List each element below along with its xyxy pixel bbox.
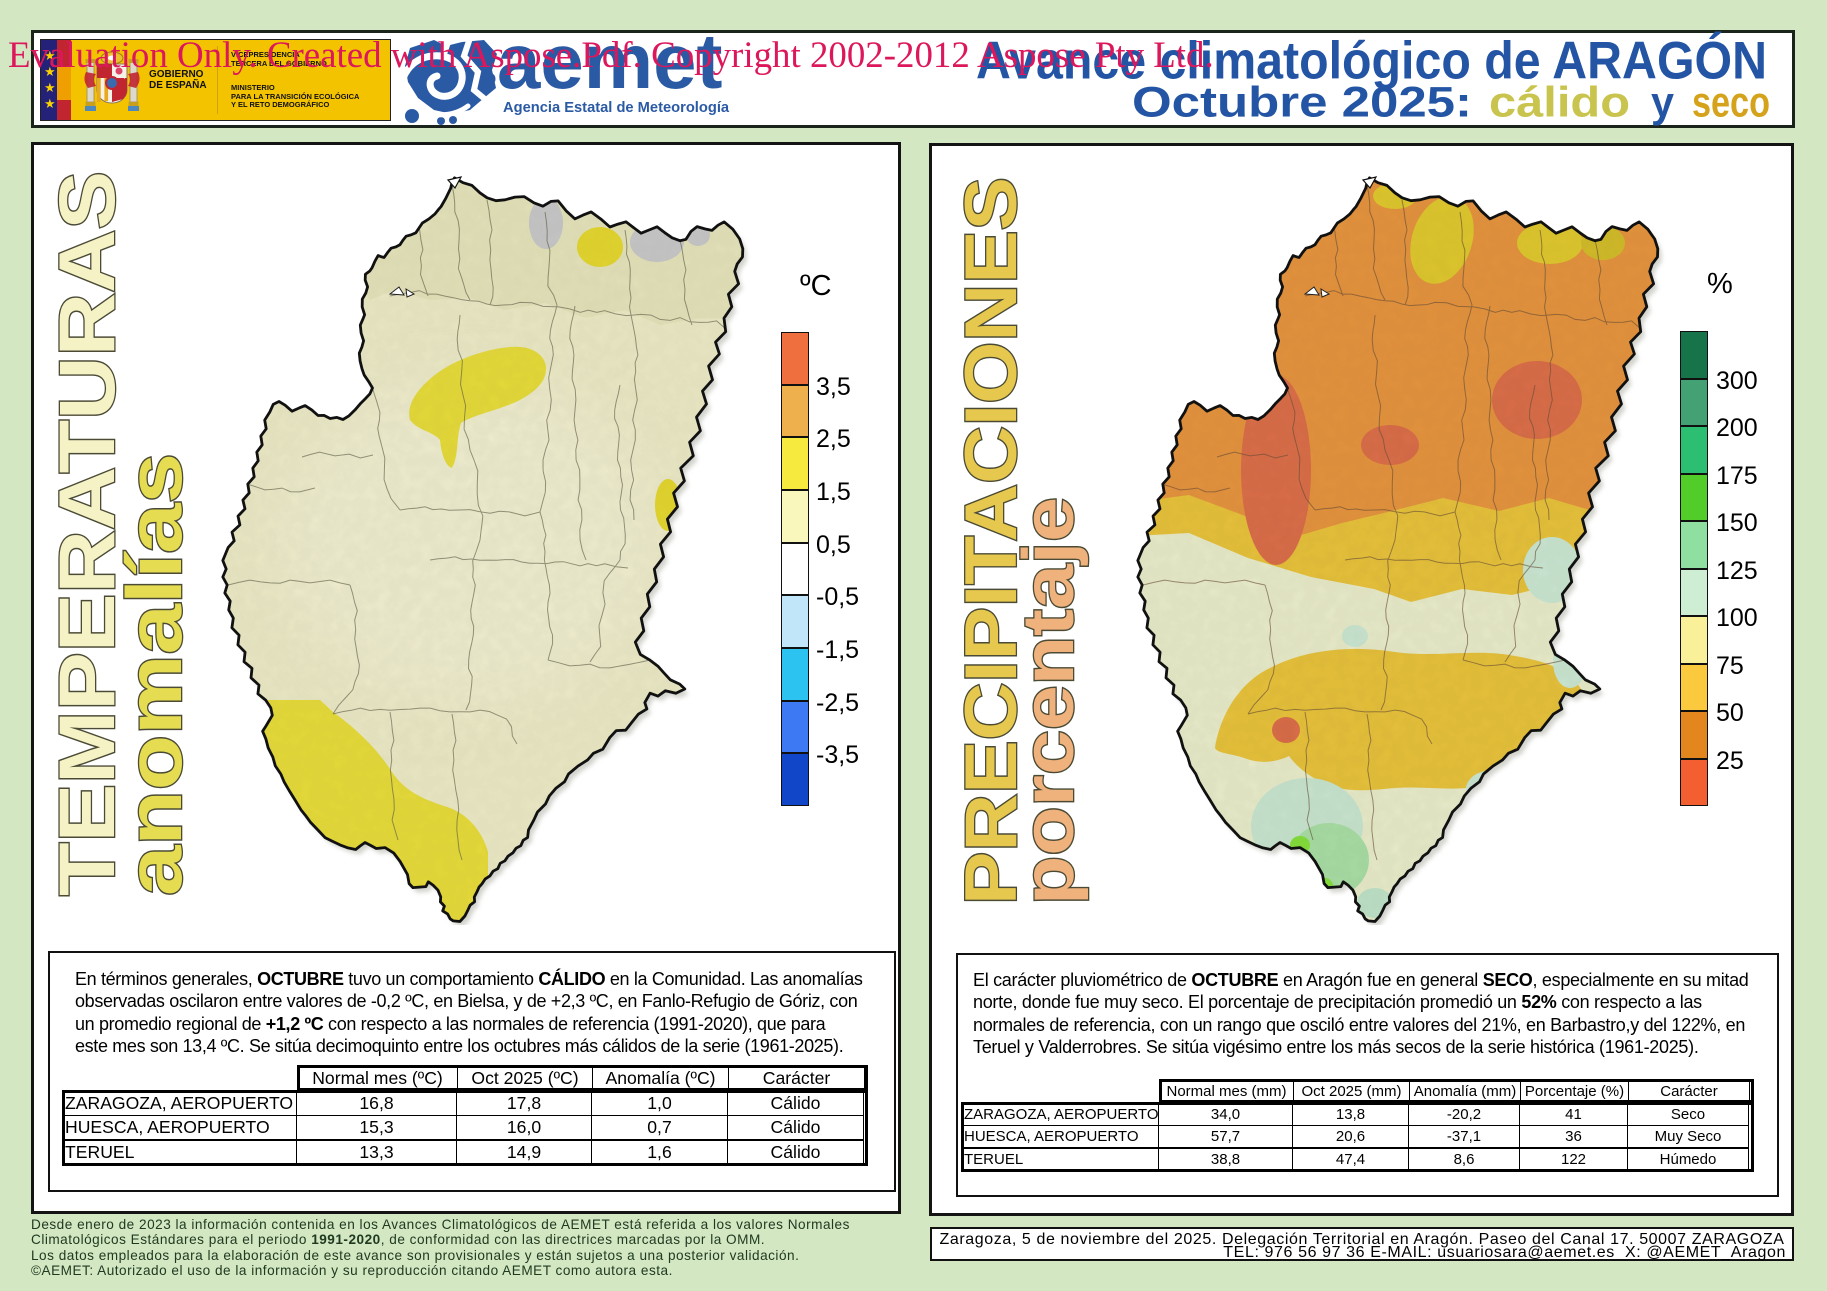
svg-text:cálido: cálido bbox=[1489, 80, 1630, 127]
svg-text:Octubre 2025:: Octubre 2025: bbox=[1132, 80, 1472, 127]
svg-text:Avance climatológico de ARAGÓN: Avance climatológico de ARAGÓN bbox=[976, 31, 1767, 91]
svg-text:seco: seco bbox=[1692, 80, 1770, 127]
svg-text:TEMPERATURAS: TEMPERATURAS bbox=[42, 171, 131, 896]
svg-text:y: y bbox=[1651, 80, 1674, 127]
svg-text:PRECIPITACIONES: PRECIPITACIONES bbox=[951, 177, 1032, 905]
svg-text:anomalías: anomalías bbox=[110, 453, 198, 896]
svg-text:porcentaje: porcentaje bbox=[1009, 497, 1089, 905]
